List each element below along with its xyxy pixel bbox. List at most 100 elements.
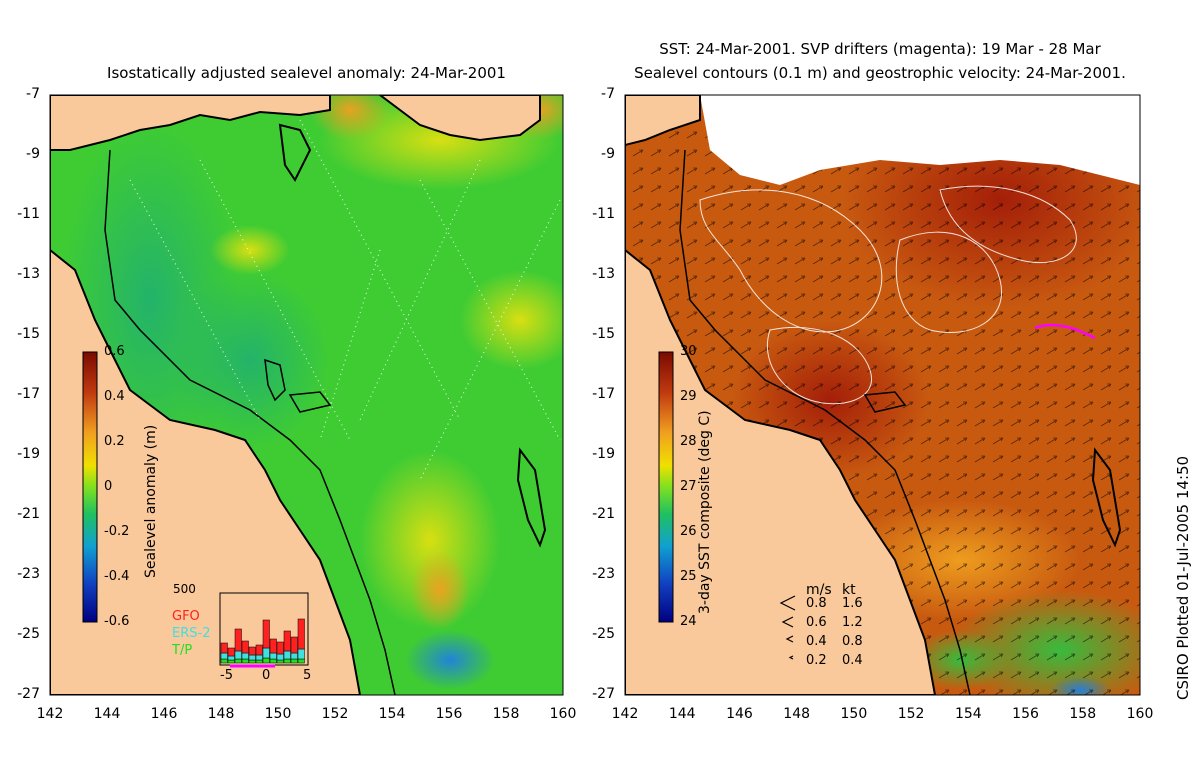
latitude-tick-label: -13 [592, 266, 615, 282]
orange-anomaly [410, 550, 470, 630]
inset-bar-segment [234, 650, 242, 660]
longitude-tick-label: 158 [492, 706, 520, 722]
inset-bar-segment [234, 628, 242, 652]
inset-bar-segment [248, 646, 256, 656]
latitude-tick-label: -7 [26, 86, 40, 102]
velocity-legend-kt-value: 1.2 [842, 615, 863, 630]
velocity-legend-header-kt: kt [842, 582, 856, 598]
longitude-tick-label: 160 [549, 706, 577, 722]
island-outline [278, 123, 312, 182]
inset-bar-segment [255, 659, 263, 664]
inset-bar-segment [227, 659, 235, 664]
colorbar-tick-label: 27 [680, 479, 697, 494]
longitude-tick-label: 158 [1069, 706, 1097, 722]
png-east-landmass [378, 95, 541, 142]
inset-bar-segment [227, 647, 235, 657]
right-panel-title-line2: Sealevel contours (0.1 m) and geostrophi… [634, 64, 1126, 82]
inset-bar-segment [269, 658, 277, 664]
png-landmass [50, 95, 331, 151]
arrow-0.4 [785, 635, 794, 643]
sealevel-contours [699, 185, 1077, 405]
colorbar-tick-label: 26 [680, 524, 697, 539]
left-colorbar [82, 351, 98, 623]
velocity-legend-arrows [779, 595, 796, 660]
latitude-tick-label: -21 [592, 506, 615, 522]
shelf-contour [104, 149, 396, 695]
inset-bar-segment [262, 647, 270, 659]
left-colorbar-title: Sealevel anomaly (m) [143, 424, 159, 578]
velocity-legend-ms-value: 0.2 [806, 653, 827, 668]
yellow-anomaly [460, 270, 563, 370]
colorbar-tick-label: 25 [680, 569, 697, 584]
latitude-tick-label: -17 [592, 386, 615, 402]
altimeter-tracks [129, 119, 561, 481]
longitude-tick-label: 144 [93, 706, 121, 722]
longitude-tick-label: 152 [321, 706, 349, 722]
velocity-legend-ms-value: 0.8 [806, 596, 827, 611]
inset-bar-segment [241, 640, 249, 654]
longitude-tick-label: 156 [1012, 706, 1039, 722]
blue-anomaly [405, 630, 495, 690]
inset-bar-segment [276, 659, 284, 664]
inset-bar-segment [248, 659, 256, 664]
island-outline [516, 447, 547, 548]
inset-bar-segment [269, 638, 277, 654]
colorbar-tick-label: 29 [680, 389, 697, 404]
latitude-tick-label: -15 [592, 326, 615, 342]
velocity-legend-header-ms: m/s [806, 582, 832, 598]
velocity-legend-ms-value: 0.4 [806, 634, 827, 649]
inset-bar-segment [290, 652, 298, 660]
latitude-tick-label: -27 [592, 686, 615, 702]
cloud-mask [700, 95, 1140, 185]
latitude-tick-label: -17 [17, 386, 40, 402]
latitude-tick-label: -23 [592, 566, 615, 582]
longitude-tick-label: 142 [36, 706, 64, 722]
teal-anomaly [170, 270, 330, 450]
longitude-tick-label: 156 [435, 706, 463, 722]
longitude-tick-label: 160 [1126, 706, 1154, 722]
longitude-tick-label: 152 [897, 706, 925, 722]
right-colorbar-title: 3-day SST composite (deg C) [697, 410, 713, 614]
arrow-0.8 [779, 595, 796, 611]
right-colorbar [658, 351, 674, 623]
right-map-frame [624, 94, 1141, 696]
longitude-tick-label: 150 [840, 706, 868, 722]
inset-bar-segment [241, 652, 249, 660]
plot-credit: CSIRO Plotted 01-Jul-2005 14:50 [1174, 455, 1192, 700]
australia-landmass [625, 95, 937, 695]
left-map [50, 95, 563, 695]
inset-bar-segment [283, 630, 291, 652]
colorbar-tick-label: -0.6 [104, 614, 130, 629]
inset-bar-segment [276, 653, 284, 661]
right-map [625, 95, 1140, 695]
inset-legend-ers2: ERS-2 [172, 626, 211, 641]
island-outline [288, 391, 332, 413]
inset-bar-segment [255, 644, 263, 656]
latitude-tick-label: -19 [592, 446, 615, 462]
island-outline [1091, 447, 1122, 548]
latitude-tick-label: -27 [17, 686, 40, 702]
latitude-tick-label: -11 [17, 206, 40, 222]
left-map-frame [49, 94, 564, 696]
inset-bar-segment [234, 658, 242, 664]
right-panel-title-line1: SST: 24-Mar-2001. SVP drifters (magenta)… [659, 40, 1101, 58]
inset-bar-segment [262, 657, 270, 664]
inset-bar-segment [255, 654, 263, 661]
colorbar-tick-label: 0.4 [104, 389, 125, 404]
latitude-tick-label: -11 [592, 206, 615, 222]
longitude-tick-label: 148 [783, 706, 811, 722]
inset-bar-segment [220, 642, 228, 654]
longitude-tick-label: 154 [954, 706, 982, 722]
inset-bar-segment [297, 658, 305, 664]
inset-bar-segment [262, 619, 270, 649]
velocity-legend-kt-value: 0.4 [842, 653, 863, 668]
colorbar-tick-label: 0.6 [104, 344, 125, 359]
island-outline [863, 391, 907, 413]
inset-xtick: -5 [220, 668, 233, 683]
latitude-tick-label: -21 [17, 506, 40, 522]
velocity-legend-kt-value: 1.6 [842, 596, 863, 611]
inset-xtick: 5 [303, 668, 312, 683]
inset-bar-segment [276, 641, 284, 655]
inset-bar-segment [283, 658, 291, 664]
longitude-tick-label: 144 [668, 706, 696, 722]
